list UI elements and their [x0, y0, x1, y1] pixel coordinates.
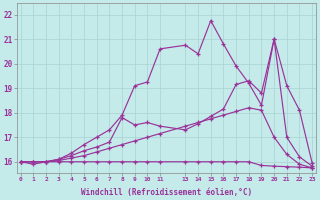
X-axis label: Windchill (Refroidissement éolien,°C): Windchill (Refroidissement éolien,°C): [81, 188, 252, 197]
